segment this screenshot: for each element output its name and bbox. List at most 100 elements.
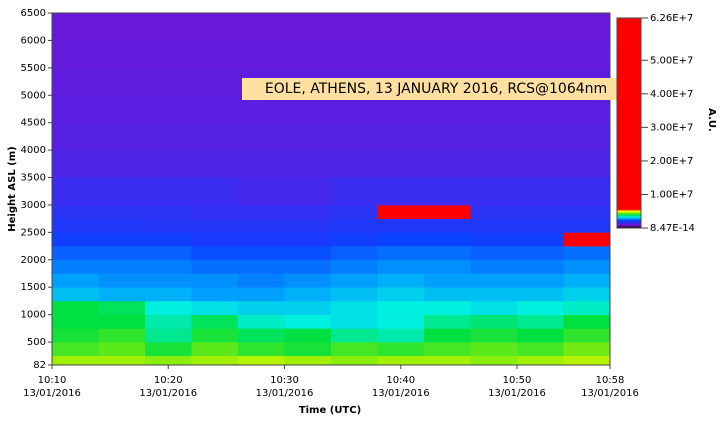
colorbar-tick-label: 8.47E-14 [650, 223, 695, 234]
heatmap-cell [238, 287, 285, 302]
heatmap-cell [52, 287, 99, 302]
heatmap-cell [52, 13, 99, 41]
heatmap-cell [98, 342, 146, 357]
heatmap-cell [470, 232, 518, 247]
heatmap-cell [470, 300, 518, 315]
heatmap-cell [331, 40, 378, 69]
heatmap-cell [238, 342, 285, 357]
y-tick-label: 5500 [21, 63, 46, 74]
heatmap-cell [331, 218, 378, 233]
heatmap-cell [191, 95, 239, 123]
heatmap-cell [145, 67, 192, 96]
heatmap-cell [52, 232, 99, 247]
heatmap-cell [517, 314, 564, 329]
heatmap-cell [238, 13, 285, 41]
x-axis-label: Time (UTC) [299, 405, 361, 416]
heatmap-cell [331, 314, 378, 329]
heatmap-cell [470, 177, 518, 206]
annotation-box [242, 78, 630, 100]
heatmap-cell [145, 13, 192, 41]
y-tick-label: 3000 [21, 200, 46, 211]
heatmap-cell [145, 314, 192, 329]
heatmap-cell [563, 246, 611, 261]
heatmap-cell [238, 328, 285, 343]
heatmap-cell [191, 40, 239, 69]
heatmap-cell [563, 355, 611, 366]
x-tick-date: 13/01/2016 [372, 388, 430, 399]
y-tick-label: 5000 [21, 90, 46, 101]
y-tick-label: 4500 [21, 118, 46, 129]
colorbar-tick-label: 6.26E+7 [650, 13, 693, 24]
annotation: EOLE, ATHENS, 13 JANUARY 2016, RCS@1064n… [265, 81, 607, 97]
heatmap-cell [377, 328, 425, 343]
heatmap-cell [52, 300, 99, 315]
heatmap-cell [98, 177, 146, 206]
heatmap-cell [563, 150, 611, 178]
heatmap-cell [331, 177, 378, 206]
heatmap-cell [331, 328, 378, 343]
y-tick-label: 500 [27, 337, 46, 348]
heatmap-cell [331, 342, 378, 357]
heatmap-cell [517, 342, 564, 357]
heatmap-cell [145, 150, 192, 178]
heatmap-cell [145, 218, 192, 233]
y-tick-label: 6000 [21, 35, 46, 46]
heatmap-cell [145, 342, 192, 357]
heatmap-cell [284, 218, 332, 233]
heatmap-cell [517, 40, 564, 69]
x-tick-date: 13/01/2016 [488, 388, 546, 399]
heatmap-cell [563, 232, 611, 247]
heatmap-cell [191, 273, 239, 288]
heatmap-cell [191, 314, 239, 329]
heatmap-cell [191, 150, 239, 178]
heatmap-cell [470, 328, 518, 343]
heatmap-cell [284, 150, 332, 178]
heatmap-cell [377, 355, 425, 366]
heatmap-cell [563, 40, 611, 69]
colorbar [616, 17, 642, 229]
heatmap-cell [284, 300, 332, 315]
heatmap-cell [563, 218, 611, 233]
heatmap-cell [52, 218, 99, 233]
heatmap-cell [145, 232, 192, 247]
heatmap-cell [470, 204, 518, 219]
heatmap-cell [517, 287, 564, 302]
heatmap-cell [98, 13, 146, 41]
heatmap-cell [331, 232, 378, 247]
heatmap-cell [377, 300, 425, 315]
x-tick-label: 10:20 [154, 375, 183, 386]
heatmap-cell [191, 342, 239, 357]
colorbar-tick-label: 2.00E+7 [650, 156, 693, 167]
heatmap-cell [98, 218, 146, 233]
heatmap-cell [52, 328, 99, 343]
y-axis-label: Height ASL (m) [7, 146, 18, 231]
heatmap-cell [191, 177, 239, 206]
heatmap-cell [145, 355, 192, 366]
heatmap-cell [52, 204, 99, 219]
y-tick-label: 1500 [21, 282, 46, 293]
heatmap-cell [52, 314, 99, 329]
heatmap-cell [98, 232, 146, 247]
heatmap-cell [424, 273, 471, 288]
heatmap-cell [424, 218, 471, 233]
x-tick-date: 13/01/2016 [581, 388, 639, 399]
heatmap-cell [517, 204, 564, 219]
heatmap-cell [517, 177, 564, 206]
x-tick-label: 10:30 [270, 375, 299, 386]
heatmap-cell [563, 287, 611, 302]
heatmap-cell [98, 259, 146, 274]
heatmap-cell [377, 273, 425, 288]
heatmap-cell [52, 122, 99, 151]
heatmap-cell [238, 300, 285, 315]
heatmap-cell [145, 273, 192, 288]
heatmap-cell [191, 287, 239, 302]
heatmap-cell [470, 122, 518, 151]
heatmap-cell [191, 13, 239, 41]
x-tick-date: 13/01/2016 [256, 388, 314, 399]
heatmap-cell [145, 300, 192, 315]
heatmap-cell [52, 150, 99, 178]
heatmap-cell [331, 150, 378, 178]
y-tick-label: 82 [33, 360, 46, 371]
heatmap-cell [563, 177, 611, 206]
